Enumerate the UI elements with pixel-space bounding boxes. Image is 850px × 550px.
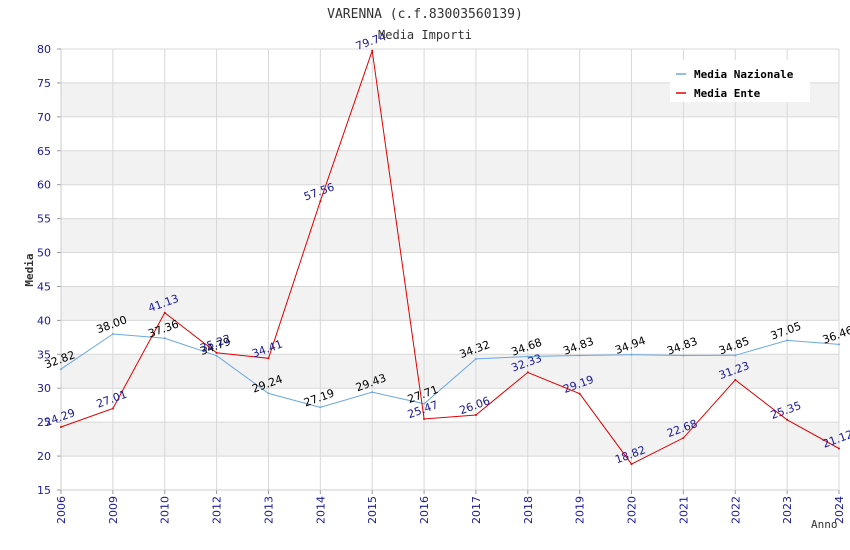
data-point-media-nazionale-2006 [60,368,62,371]
y-tick-label-55: 55 [37,213,51,226]
data-point-media-ente-2006 [60,425,62,428]
x-tick-label-2016: 2016 [418,496,431,524]
x-tick-label-2017: 2017 [470,496,483,524]
x-tick-label-2020: 2020 [626,496,639,524]
x-tick-label-2015: 2015 [366,496,379,524]
y-tick-label-70: 70 [37,111,51,124]
chart-subtitle: Media Importi [378,28,472,42]
y-tick-label-65: 65 [37,145,51,158]
legend-label-media-nazionale: Media Nazionale [694,68,794,81]
data-point-media-nazionale-2016 [423,402,426,405]
x-axis-label: Anno [811,518,838,531]
data-point-media-ente-2017 [474,413,477,416]
band-40-45 [61,286,839,321]
data-point-media-nazionale-2023 [786,339,789,342]
data-point-media-nazionale-2013 [267,392,270,395]
band-30-35 [61,354,839,389]
data-point-media-nazionale-2018 [526,355,529,358]
y-tick-label-20: 20 [37,450,51,463]
background-bands [61,49,839,490]
legend: Media Nazionale Media Ente [670,60,810,102]
y-tick-label-25: 25 [37,416,51,429]
data-point-media-nazionale-2014 [319,406,322,409]
data-point-media-ente-2023 [786,418,789,421]
band-60-65 [61,150,839,185]
data-point-media-nazionale-2015 [371,391,374,394]
data-point-media-nazionale-2009 [111,332,114,335]
data-point-media-ente-2021 [682,436,685,439]
series-line-media-nazionale [60,333,840,408]
data-point-media-ente-2013 [267,357,270,360]
data-point-media-ente-2010 [163,311,166,314]
data-point-media-ente-2022 [734,378,737,381]
x-tick-label-2013: 2013 [262,496,275,524]
y-tick-label-45: 45 [37,280,51,293]
y-tick-label-80: 80 [37,43,51,56]
data-point-media-ente-2016 [423,417,426,420]
data-point-media-nazionale-2019 [578,354,581,357]
data-point-media-ente-2024 [838,447,840,450]
x-tick-label-2012: 2012 [211,496,224,524]
data-point-media-ente-2014 [319,200,322,203]
y-tick-label-35: 35 [37,348,51,361]
x-tick-label-2014: 2014 [314,496,327,524]
data-point-media-ente-2018 [526,371,529,374]
data-point-media-nazionale-2010 [163,337,166,340]
x-tick-label-2024: 2024 [833,496,846,524]
band-50-55 [61,218,839,253]
y-tick-label-40: 40 [37,314,51,327]
y-tick-label-50: 50 [37,247,51,260]
legend-box [670,60,810,102]
y-axis-label: Media [23,253,36,286]
legend-label-media-ente: Media Ente [694,87,761,100]
data-point-media-nazionale-2021 [682,354,685,357]
y-tick-label-75: 75 [37,77,51,90]
y-tick-label-60: 60 [37,179,51,192]
data-point-media-ente-2015 [371,49,374,52]
data-point-media-nazionale-2024 [838,343,840,346]
chart-title: VARENNA (c.f.83003560139) [327,7,523,22]
series-line-media-ente [60,50,840,465]
x-tick-label-2010: 2010 [159,496,172,524]
data-point-media-ente-2009 [111,407,114,410]
y-tick-label-30: 30 [37,382,51,395]
data-point-media-nazionale-2017 [474,357,477,360]
x-tick-label-2006: 2006 [55,496,68,524]
x-tick-label-2019: 2019 [574,496,587,524]
data-point-media-ente-2020 [630,463,633,466]
x-tick-label-2021: 2021 [677,496,690,524]
data-point-media-ente-2019 [578,392,581,395]
x-tick-label-2023: 2023 [781,496,794,524]
series-lines [60,49,840,466]
x-tick-label-2022: 2022 [729,496,742,524]
data-point-media-nazionale-2020 [630,353,633,356]
data-point-media-nazionale-2012 [215,354,218,357]
axes: 15 20 25 30 35 40 45 50 55 60 65 70 75 80 2006 2009 2010… [37,43,846,524]
data-point-media-nazionale-2022 [734,354,737,357]
data-point-media-ente-2012 [215,351,218,354]
band-20-25 [61,422,839,457]
x-tick-label-2018: 2018 [522,496,535,524]
y-tick-label-15: 15 [37,484,51,497]
x-tick-label-2009: 2009 [107,496,120,524]
